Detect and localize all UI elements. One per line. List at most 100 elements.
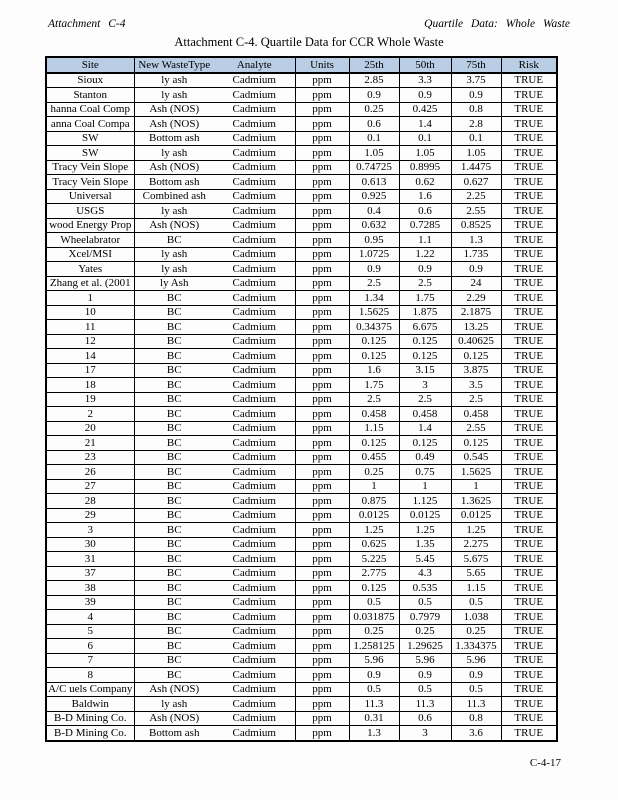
table-cell-new-wastetype: Ash (NOS) [133, 101, 214, 117]
table-cell-site: 4 [45, 609, 135, 625]
table-cell-analyte: Cadmium [214, 217, 296, 233]
table-row: 26 BC Cadmium ppm 0.25 0.75 1.5625 TRUE [45, 464, 558, 480]
table-cell-site: 20 [45, 420, 135, 436]
table-row: 10 BC Cadmium ppm 1.5625 1.875 2.1875 TRUE [45, 304, 558, 320]
table-cell-25th: 0.74725 [348, 159, 400, 175]
table-cell-site: 37 [45, 565, 135, 581]
table-row: Tracy Vein Slope Bottom ash Cadmium ppm 0.61… [45, 174, 558, 190]
table-cell-50th: 2.5 [398, 275, 452, 291]
table-cell-75th: 2.25 [450, 188, 502, 204]
table-cell-new-wastetype: BC [133, 551, 214, 567]
table-cell-units: ppm [294, 435, 350, 451]
table-cell-site: 10 [45, 304, 135, 320]
table-cell-analyte: Cadmium [214, 696, 296, 712]
table-cell-75th: 0.9 [450, 87, 502, 103]
table-cell-site: hanna Coal Comp [45, 101, 135, 117]
table-cell-units: ppm [294, 101, 350, 117]
table-cell-25th: 0.6 [348, 116, 400, 132]
table-cell-new-wastetype: BC [133, 522, 214, 538]
table-cell-75th: 2.55 [450, 203, 502, 219]
table-cell-site: Yates [45, 261, 135, 277]
table-cell-site: SW [45, 130, 135, 146]
table-cell-units: ppm [294, 565, 350, 581]
table-cell-50th: 1 [398, 478, 452, 494]
table-row: 3 BC Cadmium ppm 1.25 1.25 1.25 TRUE [45, 522, 558, 538]
table-cell-25th: 1.6 [348, 362, 400, 378]
table-row: USGS ly ash Cadmium ppm 0.4 0.6 2.55 TRUE [45, 203, 558, 219]
table-cell-25th: 0.0125 [348, 507, 400, 523]
table-cell-new-wastetype: Ash (NOS) [133, 681, 214, 697]
running-header-right: Quartile Data: Whole Waste [424, 18, 570, 30]
table-cell-50th: 0.535 [398, 580, 452, 596]
table-cell-new-wastetype: BC [133, 493, 214, 509]
table-cell-site: 27 [45, 478, 135, 494]
table-cell-site: 11 [45, 319, 135, 335]
table-cell-75th: 2.55 [450, 420, 502, 436]
table-cell-units: ppm [294, 725, 350, 741]
table-cell-site: 29 [45, 507, 135, 523]
table-body: Sioux ly ash Cadmium ppm 2.85 3.3 3.75 TRUE Stan… [45, 72, 558, 741]
table-cell-analyte: Cadmium [214, 261, 296, 277]
table-cell-analyte: Cadmium [214, 449, 296, 465]
table-cell-risk: TRUE [500, 551, 558, 567]
column-header-new-wastetype: New WasteType [133, 56, 214, 74]
table-cell-25th: 0.9 [348, 667, 400, 683]
table-cell-risk: TRUE [500, 493, 558, 509]
table-cell-25th: 0.632 [348, 217, 400, 233]
table-row: 37 BC Cadmium ppm 2.775 4.3 5.65 TRUE [45, 565, 558, 581]
table-cell-site: 30 [45, 536, 135, 552]
table-cell-analyte: Cadmium [214, 406, 296, 422]
table-cell-units: ppm [294, 116, 350, 132]
table-cell-50th: 0.125 [398, 333, 452, 349]
table-cell-analyte: Cadmium [214, 580, 296, 596]
column-header-site: Site [45, 56, 135, 74]
table-cell-units: ppm [294, 348, 350, 364]
table-cell-units: ppm [294, 507, 350, 523]
table-cell-analyte: Cadmium [214, 101, 296, 117]
table-cell-units: ppm [294, 319, 350, 335]
table-row: 7 BC Cadmium ppm 5.96 5.96 5.96 TRUE [45, 652, 558, 668]
table-cell-new-wastetype: BC [133, 304, 214, 320]
table-row: 2 BC Cadmium ppm 0.458 0.458 0.458 TRUE [45, 406, 558, 422]
table-cell-25th: 1.15 [348, 420, 400, 436]
table-cell-75th: 3.75 [450, 72, 502, 88]
table-cell-analyte: Cadmium [214, 710, 296, 726]
table-title: Attachment C-4. Quartile Data for CCR Wh… [174, 35, 444, 49]
table-cell-new-wastetype: BC [133, 623, 214, 639]
table-cell-new-wastetype: Bottom ash [133, 725, 214, 741]
table-row: 21 BC Cadmium ppm 0.125 0.125 0.125 TRUE [45, 435, 558, 451]
table-cell-analyte: Cadmium [214, 435, 296, 451]
table-cell-50th: 5.45 [398, 551, 452, 567]
table-cell-units: ppm [294, 536, 350, 552]
table-cell-new-wastetype: BC [133, 319, 214, 335]
table-cell-site: 38 [45, 580, 135, 596]
table-cell-risk: TRUE [500, 507, 558, 523]
table-cell-site: B-D Mining Co. [45, 710, 135, 726]
table-cell-risk: TRUE [500, 638, 558, 654]
column-header-50th: 50th [398, 56, 452, 74]
table-cell-risk: TRUE [500, 580, 558, 596]
table-cell-new-wastetype: ly ash [133, 246, 214, 262]
table-cell-risk: TRUE [500, 594, 558, 610]
table-cell-75th: 2.5 [450, 391, 502, 407]
table-cell-units: ppm [294, 145, 350, 161]
column-header-75th: 75th [450, 56, 502, 74]
table-cell-new-wastetype: BC [133, 362, 214, 378]
table-cell-25th: 5.96 [348, 652, 400, 668]
table-cell-75th: 5.675 [450, 551, 502, 567]
table-cell-units: ppm [294, 275, 350, 291]
table-cell-units: ppm [294, 696, 350, 712]
table-cell-75th: 3.5 [450, 377, 502, 393]
table-cell-analyte: Cadmium [214, 551, 296, 567]
table-cell-25th: 0.25 [348, 464, 400, 480]
table-cell-75th: 1.334375 [450, 638, 502, 654]
table-cell-site: Stanton [45, 87, 135, 103]
table-cell-site: anna Coal Compa [45, 116, 135, 132]
table-row: Baldwin ly ash Cadmium ppm 11.3 11.3 11.3 TRUE [45, 696, 558, 712]
table-cell-analyte: Cadmium [214, 145, 296, 161]
table-cell-analyte: Cadmium [214, 667, 296, 683]
table-cell-25th: 0.125 [348, 580, 400, 596]
table-cell-risk: TRUE [500, 174, 558, 190]
table-cell-25th: 0.95 [348, 232, 400, 248]
table-cell-analyte: Cadmium [214, 464, 296, 480]
